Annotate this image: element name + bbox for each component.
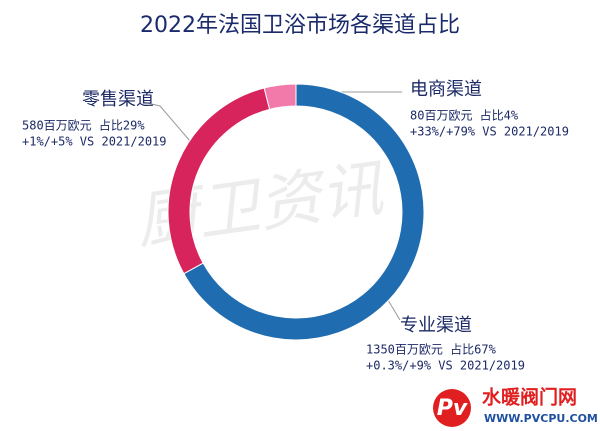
category-label: 电商渠道 [410,79,482,100]
logo-icon-text: Pv [437,396,468,421]
value-label: 580百万欧元 占比29% [22,118,145,133]
logo-icon [433,389,471,427]
donut-segment [183,83,425,341]
logo-url: WWW.PVCPU.COM [484,412,598,425]
change-note: +1%/+5% VS 2021/2019 [22,135,167,149]
value-label: 1350百万欧元 占比67% [366,342,497,357]
donut-segment [263,83,297,110]
value-label: 80百万欧元 占比4% [410,108,519,123]
chart-title: 2022年法国卫浴市场各渠道占比 [140,13,460,38]
category-label: 零售渠道 [82,89,154,110]
logo-name: 水暖阀门网 [482,386,577,409]
category-label: 专业渠道 [400,315,472,336]
leader-line [142,101,197,149]
logo: Pv 水暖阀门网 WWW.PVCPU.COM [428,386,600,431]
change-note: +33%/+79% VS 2021/2019 [410,125,569,139]
change-note: +0.3%/+9% VS 2021/2019 [366,359,525,373]
